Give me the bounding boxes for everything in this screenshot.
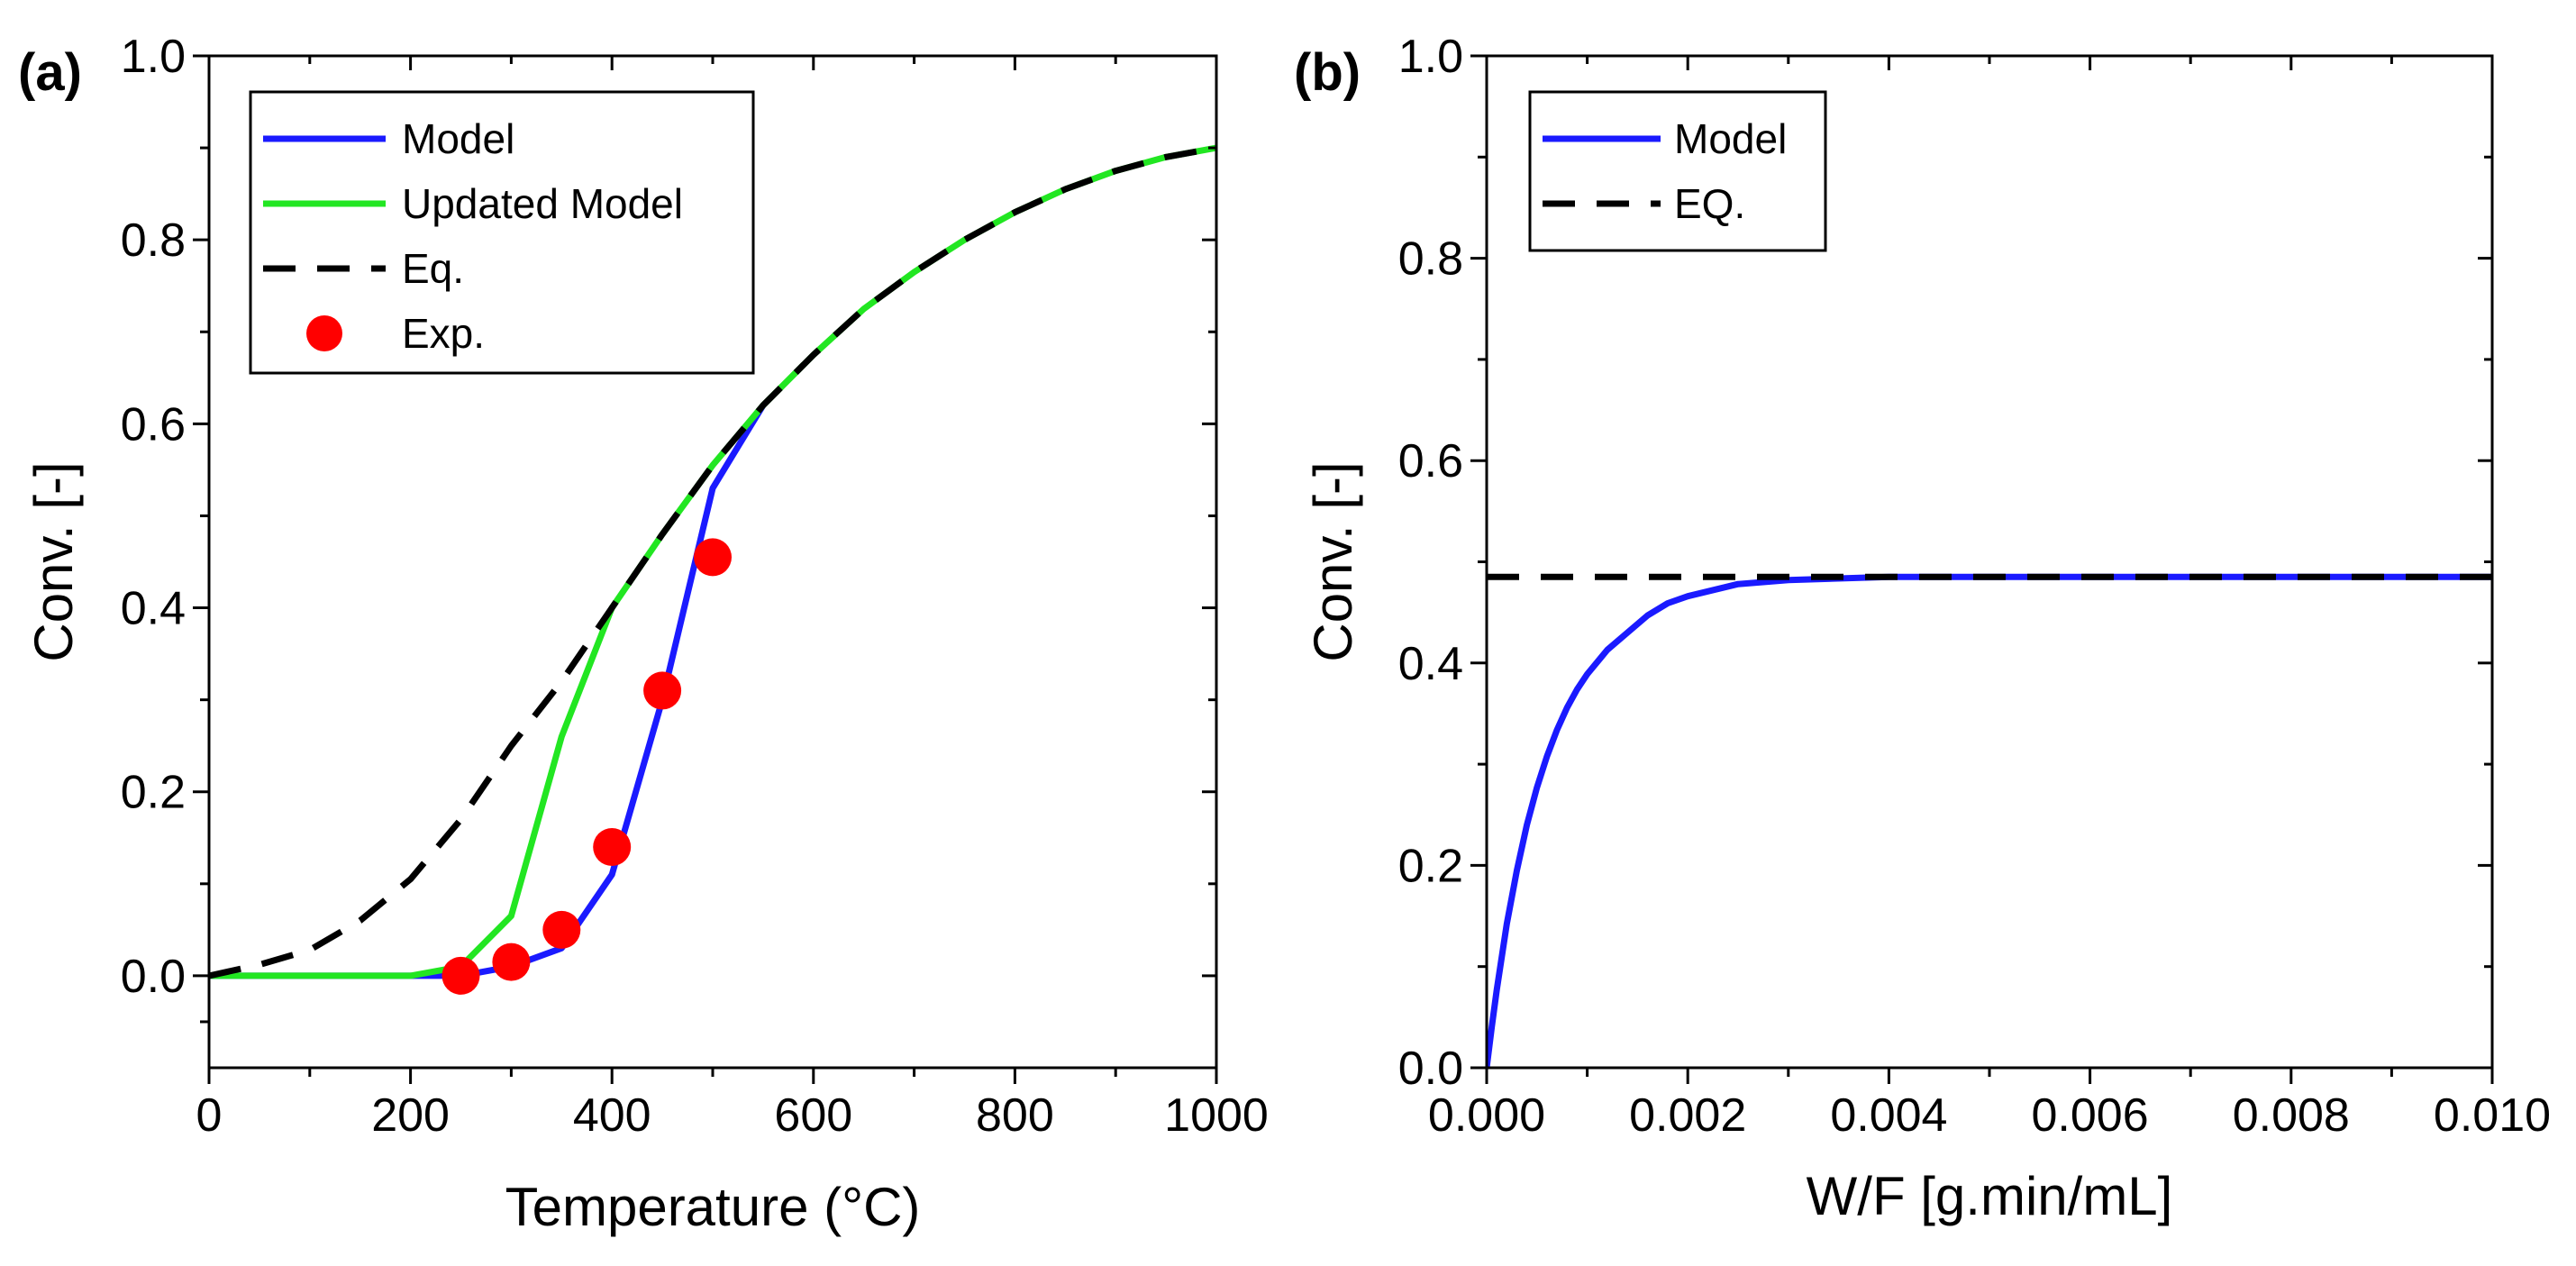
x-tick-label: 0 xyxy=(196,1089,223,1142)
legend: Model EQ. xyxy=(1528,90,1827,252)
x-tick-label: 0.004 xyxy=(1830,1089,1947,1142)
axis-ticks xyxy=(193,54,1218,1084)
x-tick-label: 0.008 xyxy=(2233,1089,2350,1142)
y-tick-label: 1.0 xyxy=(1398,31,1463,83)
x-tick-label: 200 xyxy=(371,1089,450,1142)
x-tick-label: 0.002 xyxy=(1629,1089,1746,1142)
plot-data xyxy=(1487,573,2492,1068)
x-tick-label: 800 xyxy=(976,1089,1054,1142)
y-tick-label: 0.0 xyxy=(121,951,186,1003)
legend-label-model: Model xyxy=(1674,115,1787,162)
data-point-exp xyxy=(542,910,581,949)
axis-ticks xyxy=(1470,54,2494,1084)
series-line-model xyxy=(1487,573,2492,1068)
y-tick-label: 0.2 xyxy=(121,767,186,819)
x-tick-label: 1000 xyxy=(1164,1089,1269,1142)
data-point-exp xyxy=(441,956,480,995)
plot-data xyxy=(209,144,1216,995)
y-tick-label: 0.8 xyxy=(121,214,186,267)
y-tick-label: 0.6 xyxy=(121,398,186,451)
chart-panel-b: 0.000 0.002 0.004 0.006 0.008 0.010 0.0 0.2 0.4 0… xyxy=(1294,31,2551,1226)
legend: Model Updated Model Eq. Exp. xyxy=(249,90,755,375)
x-tick-label: 400 xyxy=(573,1089,651,1142)
x-tick-label: 0.006 xyxy=(2032,1089,2149,1142)
x-tick-label: 0.000 xyxy=(1428,1089,1545,1142)
y-tick-label: 0.4 xyxy=(121,583,186,635)
y-tick-label: 0.8 xyxy=(1398,233,1463,286)
panel-label: (a) xyxy=(18,43,82,102)
y-tick-label: 1.0 xyxy=(121,31,186,83)
data-point-exp xyxy=(643,671,682,710)
data-point-exp xyxy=(492,943,531,981)
legend-label-exp: Exp. xyxy=(402,310,485,357)
legend-label-eq: Eq. xyxy=(402,245,464,292)
legend-label-model: Model xyxy=(402,115,514,162)
data-point-exp xyxy=(593,827,632,866)
legend-label-eq: EQ. xyxy=(1674,180,1745,227)
x-tick-label: 0.010 xyxy=(2434,1089,2551,1142)
data-point-exp xyxy=(694,538,732,577)
y-axis-title: Conv. [-] xyxy=(23,461,84,661)
x-tick-label: 600 xyxy=(774,1089,852,1142)
y-tick-label: 0.4 xyxy=(1398,638,1463,690)
x-axis-title: Temperature (°C) xyxy=(505,1177,921,1237)
chart-panel-a: 0 200 400 600 800 1000 0.0 0.2 0.4 0.6 0.8 1.0 Tempe… xyxy=(18,31,1269,1237)
legend-marker-exp xyxy=(306,315,342,351)
y-tick-label: 0.2 xyxy=(1398,840,1463,892)
x-axis-title: W/F [g.min/mL] xyxy=(1807,1166,2173,1226)
legend-label-updated-model: Updated Model xyxy=(402,180,683,227)
panel-label: (b) xyxy=(1294,43,1361,102)
series-line-eq xyxy=(209,144,1216,979)
y-tick-label: 0.0 xyxy=(1398,1043,1463,1095)
y-tick-label: 0.6 xyxy=(1398,435,1463,487)
y-axis-title: Conv. [-] xyxy=(1303,461,1363,661)
legend-box xyxy=(1528,90,1827,252)
